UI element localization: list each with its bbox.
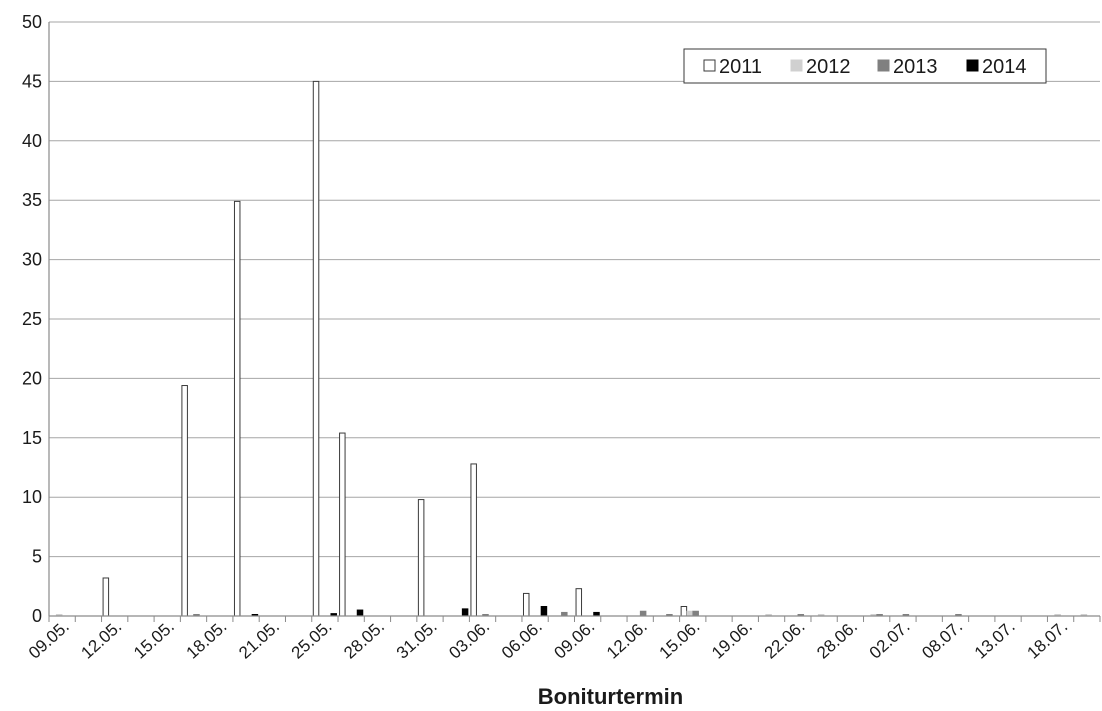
x-tick-label: 13.07. [971,617,1019,663]
bar-2013-15.06. [692,610,699,617]
bar-2011-15.06. [680,605,688,617]
x-tick-label: 22.06. [761,617,809,663]
bars [55,80,1088,617]
y-tick-label: 20 [22,368,42,388]
x-tick-label: 12.05. [78,617,126,663]
y-tick-label: 50 [22,12,42,32]
x-tick-label: 15.05. [130,617,178,663]
x-tick-label: 06.06. [498,617,546,663]
legend-box [683,48,1047,84]
y-tick-label: 35 [22,190,42,210]
bar-2011-06.06. [522,592,530,617]
bar-2014-06.06. [540,605,548,617]
legend-swatch-2012 [790,59,803,72]
x-tick-label: 02.07. [866,617,914,663]
y-tick-label: 30 [22,250,42,270]
x-tick-label: 31.05. [393,617,441,663]
bar-2011-09.06. [575,588,583,617]
x-tick-label: 09.06. [550,617,598,663]
bar-2011-16.05. [181,385,188,617]
x-tick-label: 21.05. [235,617,283,663]
y-tick-label: 5 [32,547,42,567]
y-tick-label: 15 [22,428,42,448]
x-tick-label: 28.05. [340,617,388,663]
y-tick-label: 25 [22,309,42,329]
bar-2011-12.05. [102,577,110,617]
x-tick-label: 12.06. [603,617,651,663]
x-axis-title: Boniturtermin [538,684,683,709]
bar-2014-02.06. [461,608,469,617]
legend-swatch-2013 [877,59,890,72]
legend-label-2014: 2014 [982,56,1027,78]
bar-2011-03.06. [470,463,477,617]
y-tick-label: 10 [22,487,42,507]
x-tick-label: 03.06. [445,617,493,663]
legend-swatch-2014 [966,59,979,72]
y-tick-label: 40 [22,131,42,151]
x-axis-ticks: 09.05. 12.05. 15.05. 18.05. 21.05. 25.05. 28.0… [25,616,1101,663]
x-tick-label: 28.06. [813,617,861,663]
x-tick-label: 08.07. [918,617,966,663]
x-tick-label: 15.06. [656,617,704,663]
y-tick-label: 45 [22,71,42,91]
y-axis-ticks: 0 5 10 15 20 25 30 35 40 45 50 [22,12,42,626]
x-tick-label: 19.06. [708,617,756,663]
legend-swatch-2011 [703,59,716,72]
bar-2011-25.05. [312,80,320,617]
bar-2011-19.05. [233,200,241,617]
x-tick-label: 25.05. [288,617,336,663]
bar-2014-26.05. [356,609,364,617]
x-tick-label: 18.07. [1023,617,1071,663]
x-tick-label: 18.05. [183,617,231,663]
legend-label-2011: 2011 [719,56,762,78]
bar-2011-31.05. [417,499,425,617]
legend-label-2013: 2013 [893,56,938,78]
legend-label-2012: 2012 [806,56,851,78]
bar-2013-12.06. [639,610,647,617]
legend: 2011 2012 2013 2014 [683,48,1047,84]
gridlines [49,21,1100,558]
y-tick-label: 0 [32,606,42,626]
bar-2012-15.06. [686,610,694,617]
bar-2011-26.05. [339,432,346,617]
